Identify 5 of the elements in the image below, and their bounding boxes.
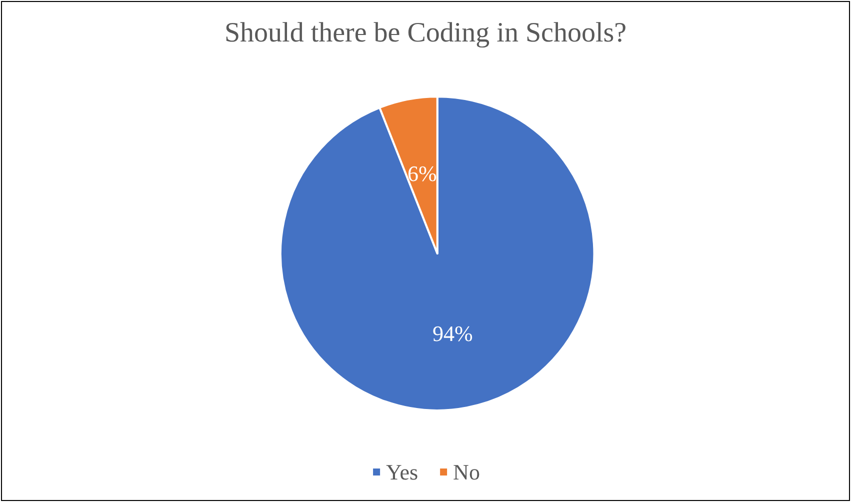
data-label: 94% xyxy=(432,320,473,346)
legend-label: Yes xyxy=(386,460,418,484)
data-label: 6% xyxy=(407,160,437,186)
legend-label: No xyxy=(453,460,480,484)
chart-title: Should there be Coding in Schools? xyxy=(224,18,627,48)
